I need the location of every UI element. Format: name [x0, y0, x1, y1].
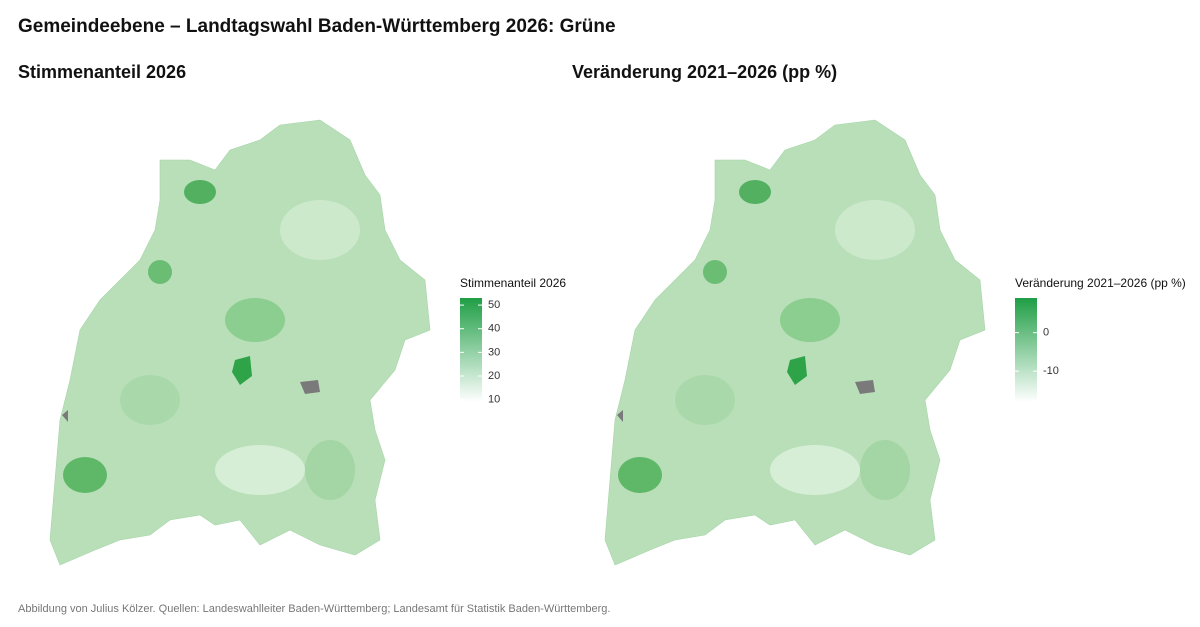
tick-label: 10 [488, 394, 500, 406]
map [604, 119, 986, 566]
tick-label: 0 [1043, 327, 1049, 339]
map [49, 119, 431, 566]
tick-label: -10 [1043, 365, 1059, 377]
caption: Abbildung von Julius Kölzer. Quellen: La… [18, 603, 610, 615]
tick-label: 50 [488, 299, 500, 311]
figure-title: Gemeindeebene – Landtagswahl Baden-Württ… [18, 16, 616, 37]
legend-title: Veränderung 2021–2026 (pp %) [1015, 276, 1186, 290]
colorbar [1015, 298, 1037, 402]
tick-label: 30 [488, 346, 500, 358]
colorbar [460, 298, 482, 402]
panel-title: Stimmenanteil 2026 [18, 62, 186, 82]
panel-title: Veränderung 2021–2026 (pp %) [572, 62, 837, 82]
tick-label: 20 [488, 370, 500, 382]
tick-label: 40 [488, 323, 500, 335]
legend-title: Stimmenanteil 2026 [460, 276, 566, 290]
